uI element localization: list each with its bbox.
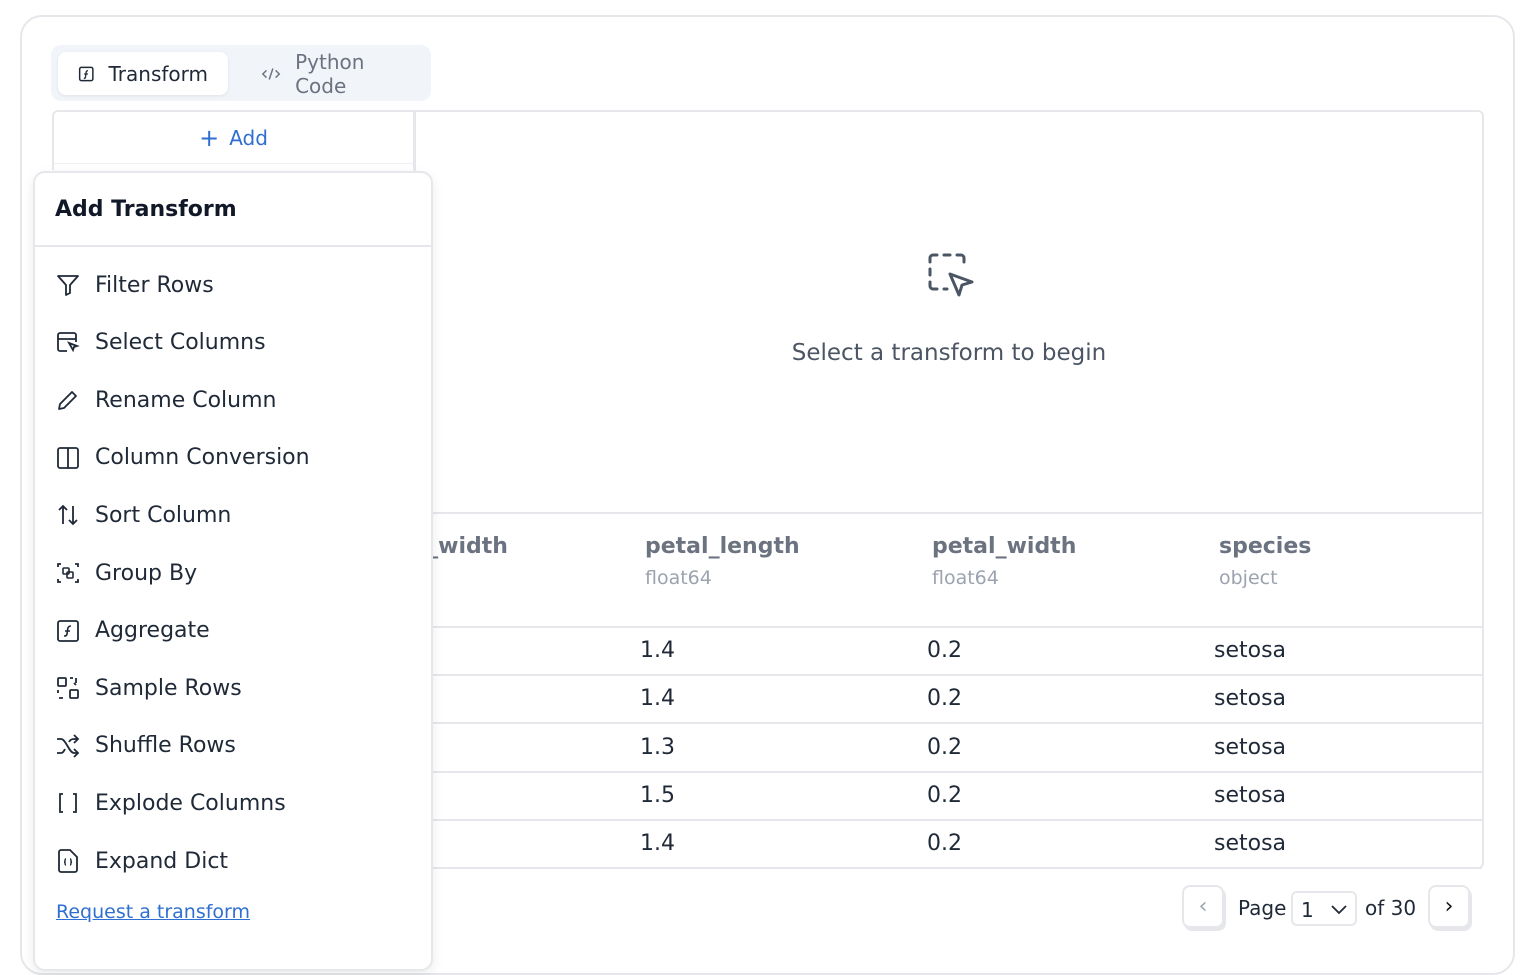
code-icon: [261, 67, 281, 80]
menu-item-column-conversion[interactable]: Column Conversion: [55, 438, 310, 478]
tab-transform[interactable]: Transform: [58, 52, 228, 95]
select-columns-icon: [57, 331, 80, 352]
pencil-icon: [58, 391, 77, 411]
page-select[interactable]: 1: [1291, 891, 1357, 926]
column-header[interactable]: species object: [1219, 534, 1311, 589]
menu-item-label: Expand Dict: [95, 848, 229, 874]
table-cell: setosa: [1214, 686, 1287, 712]
table-cell: 0.2: [927, 734, 962, 760]
menu-item-label: Sample Rows: [95, 675, 242, 701]
menu-item-group-by[interactable]: Group By: [55, 553, 197, 593]
tab-bar: Transform Python Code: [51, 45, 431, 101]
menu-item-sample-rows[interactable]: Sample Rows: [55, 668, 242, 708]
page-value: 1: [1301, 898, 1314, 922]
table-cell: setosa: [1214, 831, 1287, 857]
filter-icon: [57, 275, 79, 296]
menu-item-aggregate[interactable]: Aggregate: [55, 611, 210, 651]
page-count: of 30: [1365, 896, 1417, 920]
shuffle-icon: [57, 734, 80, 758]
add-transform-button[interactable]: + Add: [54, 112, 413, 164]
column-type: object: [1219, 567, 1278, 589]
table-cell: 1.3: [640, 734, 675, 760]
column-name: petal_width: [932, 534, 1077, 559]
plus-icon: +: [199, 123, 220, 152]
request-transform-link[interactable]: Request a transform: [56, 901, 251, 923]
next-page-button[interactable]: ›: [1428, 885, 1470, 928]
menu-item-label: Filter Rows: [95, 272, 214, 298]
group-icon: [57, 563, 79, 583]
menu-item-select-columns[interactable]: Select Columns: [55, 323, 266, 363]
tab-python-code[interactable]: Python Code: [241, 49, 431, 98]
table-cell: setosa: [1214, 782, 1287, 808]
sample-icon: [57, 677, 79, 700]
table-cell: 0.2: [927, 638, 962, 663]
column-header[interactable]: petal_length float64: [645, 534, 800, 589]
prev-page-button[interactable]: ‹: [1182, 885, 1224, 928]
table-cell: 1.4: [640, 831, 675, 857]
dropdown-title: Add Transform: [35, 173, 431, 247]
menu-item-rename-column[interactable]: Rename Column: [55, 380, 276, 420]
table-row: 1.4 0.2 setosa: [416, 821, 1482, 870]
menu-item-explode-columns[interactable]: Explode Columns: [55, 783, 286, 823]
menu-item-label: Sort Column: [95, 502, 232, 528]
table-row: 1.4 0.2 setosa: [416, 676, 1482, 725]
function-square-icon: [57, 619, 79, 642]
column-type: float64: [932, 567, 999, 589]
tab-label: Python Code: [295, 49, 365, 98]
column-name: petal_length: [645, 534, 800, 559]
file-braces-icon: [58, 849, 78, 873]
chevron-left-icon: ‹: [1198, 894, 1208, 919]
table-cell: setosa: [1214, 734, 1287, 760]
menu-item-label: Select Columns: [95, 330, 266, 356]
sort-arrows-icon: [58, 505, 78, 526]
menu-item-sort-column[interactable]: Sort Column: [55, 495, 231, 535]
columns-icon: [57, 446, 79, 469]
menu-item-label: Explode Columns: [95, 790, 286, 816]
table-cell: setosa: [1214, 638, 1287, 663]
column-name: species: [1219, 534, 1312, 559]
tab-label: Transform: [108, 61, 208, 86]
table-row: 1.4 0.2 setosa: [416, 628, 1482, 676]
menu-item-label: Rename Column: [95, 387, 277, 413]
table-cell: 1.4: [640, 686, 675, 712]
add-transform-dropdown: Add Transform Filter Rows Select Columns R…: [33, 171, 433, 971]
empty-state-text: Select a transform to begin: [791, 340, 1107, 366]
dashed-cursor-icon: [928, 253, 974, 297]
column-type: float64: [645, 567, 712, 589]
transform-list-panel: + Add: [52, 110, 415, 170]
table-row: 1.5 0.2 setosa: [416, 773, 1482, 821]
table-cell: 1.4: [640, 638, 675, 663]
add-label: Add: [229, 125, 268, 150]
menu-item-shuffle-rows[interactable]: Shuffle Rows: [55, 726, 236, 766]
table-cell: 0.2: [927, 831, 962, 857]
table-row: 1.3 0.2 setosa: [416, 725, 1482, 773]
menu-item-label: Column Conversion: [95, 445, 310, 471]
chevron-down-icon: [1331, 905, 1347, 915]
table-cell: 0.2: [927, 686, 962, 712]
menu-item-filter-rows[interactable]: Filter Rows: [55, 265, 214, 305]
table-cell: 0.2: [927, 782, 962, 808]
column-header[interactable]: petal_width float64: [932, 534, 1076, 589]
table-cell: 1.5: [640, 782, 675, 808]
menu-item-expand-dict[interactable]: Expand Dict: [55, 841, 228, 881]
preview-panel: Select a transform to begin sepal_widthf…: [361, 110, 1484, 870]
chevron-right-icon: ›: [1444, 894, 1454, 919]
menu-item-label: Aggregate: [95, 618, 210, 644]
page-label: Page: [1238, 896, 1287, 920]
brackets-icon: [59, 793, 77, 814]
function-square-icon: [78, 66, 94, 81]
menu-item-label: Shuffle Rows: [95, 733, 236, 759]
menu-item-label: Group By: [95, 560, 198, 586]
